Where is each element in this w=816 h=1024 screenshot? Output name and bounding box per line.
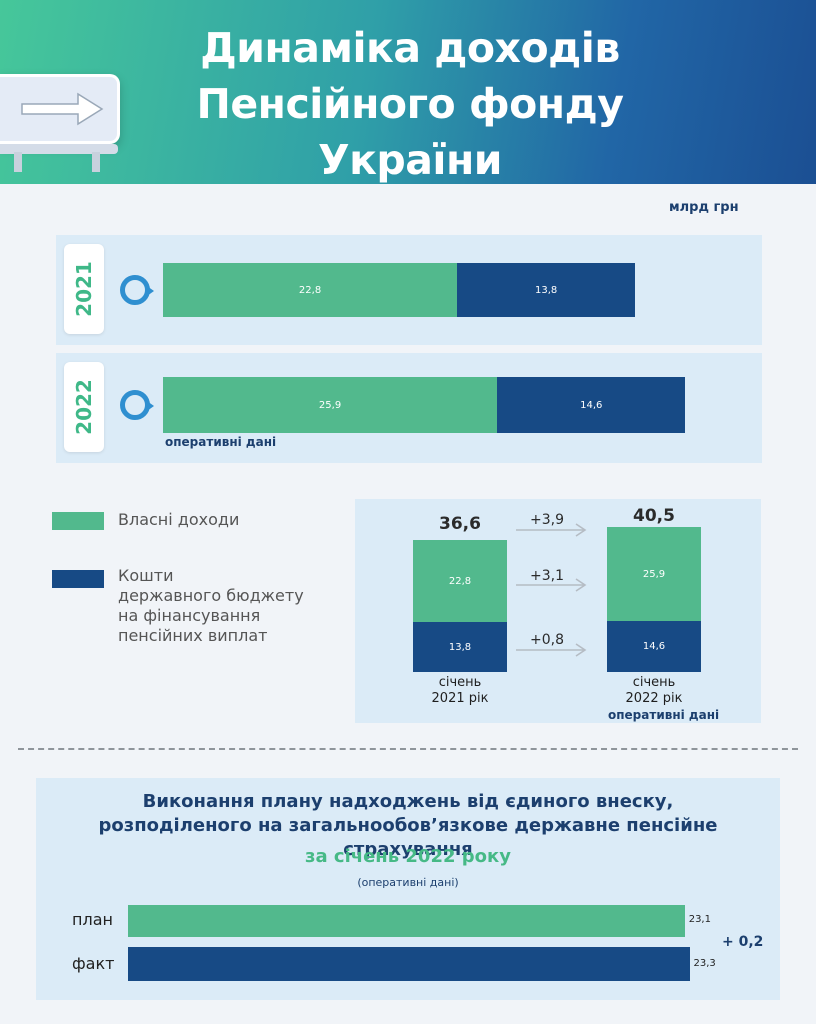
fact-row-label: факт [72,954,115,973]
bar-value: 14,6 [642,641,666,652]
arrow-right-icon [516,643,587,657]
page-title-line1: Динаміка доходів [200,24,620,72]
legend-budget-line: на фінансування [118,606,261,625]
plan-row-label: план [72,910,113,929]
legend-swatch-budget [52,570,104,588]
plan-bar [128,905,685,937]
operational-data-note: оперативні дані [608,708,720,722]
delta-budget: +0,8 [530,632,564,648]
bar-budget-2022: 14,6 [497,377,686,433]
plan-title-line: Виконання плану надходжень від єдиного в… [142,791,674,812]
cmp-label-2022: січень 2022 рік [594,675,714,707]
cmp-label-2021: січень 2021 рік [400,675,520,707]
cmp-label-line: січень [632,675,676,690]
dashed-divider [18,748,798,750]
cmp-label-line: січень [438,675,482,690]
plan-title: Виконання плану надходжень від єдиного в… [36,790,780,862]
fact-bar-value: 23,3 [693,958,716,969]
cmp-bar-budget-2021: 13,8 [413,622,507,672]
cmp-label-line: 2022 рік [625,691,683,706]
bar-value: 13,8 [448,641,472,653]
legend-swatch-own [52,512,104,530]
plan-title-line: розподіленого на загальнообов’язкове дер… [98,815,718,860]
bar-value: 25,9 [318,399,342,411]
bar-value: 25,9 [642,568,666,580]
billboard-base [0,144,118,154]
legend-label-own: Власні доходи [118,510,240,529]
year-tag-2021: 2021 [64,244,104,334]
plan-note: (оперативні дані) [357,876,459,889]
bar-value: 14,6 [580,399,603,411]
cmp-label-line: 2021 рік [431,691,489,706]
unit-label: млрд грн [669,200,739,215]
legend-budget-line: державного бюджету [118,586,304,605]
billboard-leg [92,152,100,172]
total-2022: 40,5 [633,506,675,526]
bar-own-2022: 25,9 [163,377,498,433]
page-title: Динаміка доходів Пенсійного фонду Україн… [120,20,700,184]
bar-value: 22,8 [298,284,322,296]
cmp-bar-budget-2022: 14,6 [607,621,701,672]
cycle-icon [120,275,154,305]
bar-value: 22,8 [448,575,472,587]
page-title-line2: Пенсійного фонду України [196,80,624,184]
arrow-right-icon [516,523,587,537]
plan-delta: + 0,2 [722,934,764,950]
cmp-bar-own-2021: 22,8 [413,540,507,622]
year-label: 2022 [72,379,96,435]
total-2021: 36,6 [439,514,481,534]
arrow-right-icon [516,578,587,592]
legend-budget-line: пенсійних виплат [118,626,268,645]
bar-own-2021: 22,8 [163,263,458,317]
delta-total: +3,9 [530,512,564,528]
bar-budget-2021: 13,8 [457,263,636,317]
plan-bar-value: 23,1 [688,914,711,925]
legend-label-budget: Кошти державного бюджету на фінансування… [118,566,304,646]
cmp-bar-own-2022: 25,9 [607,527,701,621]
delta-own: +3,1 [530,568,564,584]
year-tag-2022: 2022 [64,362,104,452]
billboard-leg [14,152,22,172]
operational-data-note: оперативні дані [165,435,277,449]
plan-period: за січень 2022 року [305,846,511,867]
fact-bar [128,947,690,981]
arrow-right-icon [21,92,104,126]
header-banner: Динаміка доходів Пенсійного фонду Україн… [0,0,816,184]
bar-value: 13,8 [534,284,558,296]
legend-budget-line: Кошти [118,566,174,585]
year-label: 2021 [72,261,96,317]
cycle-icon [120,390,154,420]
